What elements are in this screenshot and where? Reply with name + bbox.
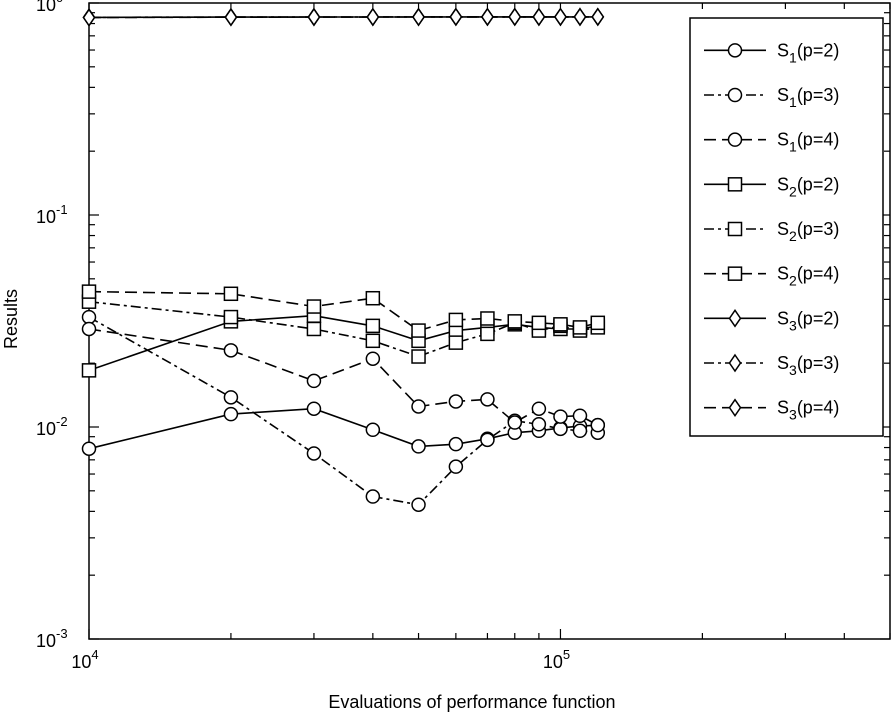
series-S3(p=4) bbox=[82, 7, 605, 27]
data-point bbox=[591, 7, 605, 27]
data-point bbox=[223, 286, 239, 302]
data-point bbox=[365, 422, 381, 438]
legend-label: S1(p=2) bbox=[777, 40, 839, 65]
legend-label: S2(p=4) bbox=[777, 264, 839, 289]
legend-marker bbox=[728, 398, 742, 417]
data-point bbox=[81, 441, 97, 456]
data-point bbox=[448, 459, 464, 474]
data-point bbox=[553, 409, 568, 424]
series-S1(p=3) bbox=[81, 309, 606, 512]
data-point bbox=[411, 399, 426, 414]
y-tick-label: 10-1 bbox=[36, 202, 68, 227]
series-line bbox=[88, 16, 598, 19]
legend-marker bbox=[727, 87, 743, 103]
legend-marker bbox=[728, 309, 742, 328]
series-S2(p=4) bbox=[81, 284, 606, 338]
y-tick-label: 10-2 bbox=[36, 414, 68, 439]
data-point bbox=[480, 432, 495, 448]
data-point bbox=[448, 312, 464, 328]
data-point bbox=[553, 421, 568, 437]
legend-marker bbox=[728, 353, 742, 373]
data-point bbox=[531, 315, 547, 331]
data-point bbox=[224, 7, 238, 27]
legend-marker bbox=[727, 43, 743, 58]
x-tick-label: 104 bbox=[71, 647, 98, 672]
series-line bbox=[88, 328, 599, 426]
data-point bbox=[411, 349, 426, 364]
data-point bbox=[572, 423, 588, 439]
data-point bbox=[507, 314, 523, 329]
data-point bbox=[449, 7, 463, 27]
data-point bbox=[365, 489, 381, 504]
data-point bbox=[81, 321, 97, 337]
data-point bbox=[223, 343, 239, 358]
data-point bbox=[448, 394, 464, 409]
legend-label: S3(p=3) bbox=[777, 353, 839, 378]
legend-marker bbox=[727, 221, 743, 237]
legend-label: S2(p=3) bbox=[777, 219, 839, 244]
data-point bbox=[590, 417, 606, 433]
data-point bbox=[366, 7, 380, 27]
y-axis-label: Results bbox=[1, 289, 21, 349]
legend-box bbox=[689, 17, 884, 437]
data-point bbox=[81, 309, 97, 325]
data-point bbox=[572, 320, 588, 335]
data-point bbox=[411, 439, 426, 454]
data-point bbox=[532, 7, 546, 27]
data-point bbox=[306, 321, 322, 337]
data-point bbox=[223, 390, 239, 405]
data-point bbox=[365, 351, 381, 366]
series-layer bbox=[81, 7, 606, 512]
data-point bbox=[572, 408, 588, 423]
data-point bbox=[481, 7, 494, 27]
data-point bbox=[573, 7, 587, 27]
data-point bbox=[480, 326, 495, 342]
data-point bbox=[223, 309, 239, 325]
data-point bbox=[507, 415, 523, 430]
data-point bbox=[480, 311, 495, 326]
data-point bbox=[306, 299, 322, 314]
legend-label: S1(p=3) bbox=[777, 85, 839, 110]
data-point bbox=[306, 373, 322, 389]
legend-marker bbox=[727, 177, 743, 192]
data-point bbox=[448, 436, 464, 452]
x-axis-label: Evaluations of performance function bbox=[328, 692, 615, 712]
data-point bbox=[554, 7, 567, 27]
legend-marker bbox=[727, 266, 743, 281]
legend-label: S1(p=4) bbox=[777, 130, 839, 155]
legend-label: S3(p=2) bbox=[777, 308, 839, 333]
data-point bbox=[223, 406, 239, 422]
data-point bbox=[531, 401, 547, 416]
y-tick-label: 100 bbox=[36, 0, 63, 15]
y-tick-label: 10-3 bbox=[36, 626, 68, 651]
x-tick-label: 105 bbox=[543, 647, 570, 672]
data-point bbox=[306, 401, 322, 416]
data-point bbox=[306, 446, 322, 461]
data-point bbox=[412, 7, 425, 27]
data-point bbox=[365, 290, 381, 306]
data-point bbox=[553, 317, 568, 332]
series-S1(p=4) bbox=[81, 321, 606, 433]
data-point bbox=[590, 315, 606, 331]
data-point bbox=[365, 333, 381, 349]
data-point bbox=[480, 392, 495, 407]
legend-marker bbox=[727, 132, 743, 147]
data-point bbox=[81, 284, 97, 299]
legend-label: S2(p=2) bbox=[777, 174, 839, 199]
axis-ticks: 104 105 100 10-1 10-2 10-3 bbox=[36, 0, 891, 672]
data-point bbox=[411, 323, 426, 338]
data-point bbox=[531, 417, 547, 432]
data-point bbox=[508, 7, 522, 27]
data-point bbox=[448, 335, 464, 350]
data-point bbox=[307, 7, 321, 27]
legend: S1(p=2) S1(p=3) S1(p=4) S2(p=2) S2(p=3) S2(p=… bbox=[689, 17, 884, 437]
data-point bbox=[81, 363, 97, 378]
data-point bbox=[365, 318, 381, 334]
legend-label: S3(p=4) bbox=[777, 398, 839, 423]
data-point bbox=[411, 497, 426, 512]
data-point bbox=[82, 8, 96, 27]
